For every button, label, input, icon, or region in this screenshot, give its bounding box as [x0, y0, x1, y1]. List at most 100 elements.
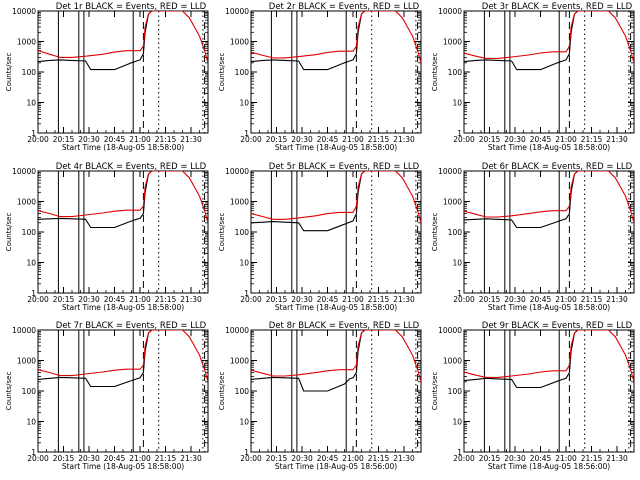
series-line-lld	[251, 11, 421, 63]
x-tick-label: 20:15	[479, 135, 501, 144]
x-axis-label: Start Time (18-Aug-05 18:56:00)	[275, 462, 397, 471]
y-tick-label: 1	[457, 129, 462, 138]
chart-panel-7: Det 7r BLACK = Events, RED = LLD Counts/s…	[5, 321, 209, 471]
x-tick-label: 20:45	[317, 454, 339, 463]
y-tick-label: 10	[26, 99, 36, 108]
x-tick-label: 21:30	[393, 454, 415, 463]
panel-title: Det 9r BLACK = Events, RED = LLD	[482, 321, 633, 331]
y-tick-label: 10000	[225, 167, 249, 176]
series-group	[464, 11, 634, 71]
y-tick-label: 1000	[230, 198, 249, 207]
chart-panel-1: Det 1r BLACK = Events, RED = LLD Counts/s…	[5, 2, 209, 152]
y-tick-label: 10000	[438, 167, 462, 176]
x-tick-label: 20:45	[530, 135, 552, 144]
y-tick-label: 1	[244, 289, 249, 298]
y-tick-label: 10000	[12, 167, 36, 176]
time-markers	[57, 330, 206, 452]
plot-frame	[463, 170, 635, 294]
time-markers	[57, 171, 206, 293]
plot-frame	[37, 329, 209, 453]
panel-title: Det 2r BLACK = Events, RED = LLD	[269, 2, 420, 12]
x-tick-label: 20:00	[240, 295, 262, 304]
x-tick-label: 20:45	[530, 295, 552, 304]
series-line-lld	[464, 171, 634, 223]
y-tick-label: 10	[239, 99, 249, 108]
y-axis-label: Counts/sec	[431, 53, 439, 92]
x-tick-label: 20:45	[317, 135, 339, 144]
y-tick-label: 100	[22, 68, 37, 77]
x-axis-label: Start Time (18-Aug-05 18:56:00)	[488, 462, 610, 471]
x-tick-label: 20:30	[504, 135, 526, 144]
x-tick-label: 20:30	[78, 135, 100, 144]
x-tick-label: 21:30	[606, 135, 628, 144]
y-tick-label: 1	[31, 289, 36, 298]
y-tick-label: 10	[26, 418, 36, 427]
y-tick-label: 1	[244, 129, 249, 138]
y-axis-label: Counts/sec	[5, 53, 13, 92]
time-markers	[270, 330, 419, 452]
series-line-events	[251, 11, 366, 71]
x-tick-label: 20:15	[479, 454, 501, 463]
x-tick-label: 20:15	[53, 454, 75, 463]
x-tick-label: 20:45	[530, 454, 552, 463]
y-tick-label: 1	[31, 129, 36, 138]
x-tick-label: 20:00	[27, 135, 49, 144]
series-group	[251, 330, 421, 392]
y-tick-label: 1000	[17, 357, 36, 366]
x-axis-label: Start Time (18-Aug-05 18:58:00)	[62, 462, 184, 471]
x-tick-label: 21:00	[129, 135, 151, 144]
x-tick-label: 21:00	[342, 135, 364, 144]
panel-title: Det 4r BLACK = Events, RED = LLD	[56, 162, 207, 172]
x-tick-label: 20:45	[104, 135, 126, 144]
y-axis-label: Counts/sec	[5, 372, 13, 411]
series-group	[464, 330, 634, 389]
x-tick-label: 20:45	[317, 295, 339, 304]
chart-panel-4: Det 4r BLACK = Events, RED = LLD Counts/s…	[5, 162, 209, 312]
panel-title: Det 3r BLACK = Events, RED = LLD	[482, 2, 633, 12]
x-tick-label: 20:15	[53, 295, 75, 304]
x-tick-label: 21:15	[368, 295, 390, 304]
x-tick-label: 21:00	[129, 295, 151, 304]
chart-panel-6: Det 6r BLACK = Events, RED = LLD Counts/s…	[431, 162, 635, 312]
plot-frame	[37, 10, 209, 134]
plot-frame	[250, 10, 422, 134]
x-tick-label: 20:45	[104, 295, 126, 304]
y-axis-label: Counts/sec	[431, 372, 439, 411]
x-tick-label: 21:15	[368, 135, 390, 144]
series-line-lld	[38, 11, 208, 63]
series-line-events	[464, 11, 579, 71]
y-tick-label: 10000	[225, 7, 249, 16]
series-line-events	[38, 330, 153, 388]
x-tick-label: 21:00	[555, 295, 577, 304]
x-tick-label: 21:15	[155, 135, 177, 144]
y-axis-label: Counts/sec	[218, 372, 226, 411]
y-tick-label: 100	[22, 387, 37, 396]
y-tick-label: 10	[239, 259, 249, 268]
series-group	[38, 330, 208, 388]
chart-panel-9: Det 9r BLACK = Events, RED = LLD Counts/s…	[431, 321, 635, 471]
y-tick-label: 1	[31, 448, 36, 457]
x-tick-label: 20:15	[266, 454, 288, 463]
panel-title: Det 1r BLACK = Events, RED = LLD	[56, 2, 207, 12]
series-group	[38, 171, 208, 229]
time-markers	[483, 11, 632, 133]
y-tick-label: 100	[448, 387, 463, 396]
x-tick-label: 21:00	[129, 454, 151, 463]
series-group	[251, 11, 421, 71]
y-tick-label: 1000	[17, 38, 36, 47]
series-line-lld	[251, 330, 421, 382]
y-tick-label: 100	[235, 387, 250, 396]
y-tick-label: 100	[235, 228, 250, 237]
x-tick-label: 20:15	[479, 295, 501, 304]
x-tick-label: 20:15	[266, 135, 288, 144]
y-tick-label: 100	[448, 228, 463, 237]
time-markers	[483, 330, 632, 452]
x-tick-label: 21:30	[606, 454, 628, 463]
plot-frame	[463, 329, 635, 453]
x-tick-label: 20:00	[453, 454, 475, 463]
y-axis-label: Counts/sec	[5, 213, 13, 252]
x-tick-label: 21:30	[393, 295, 415, 304]
y-tick-label: 100	[448, 68, 463, 77]
x-tick-label: 21:15	[155, 454, 177, 463]
y-axis-label: Counts/sec	[218, 213, 226, 252]
